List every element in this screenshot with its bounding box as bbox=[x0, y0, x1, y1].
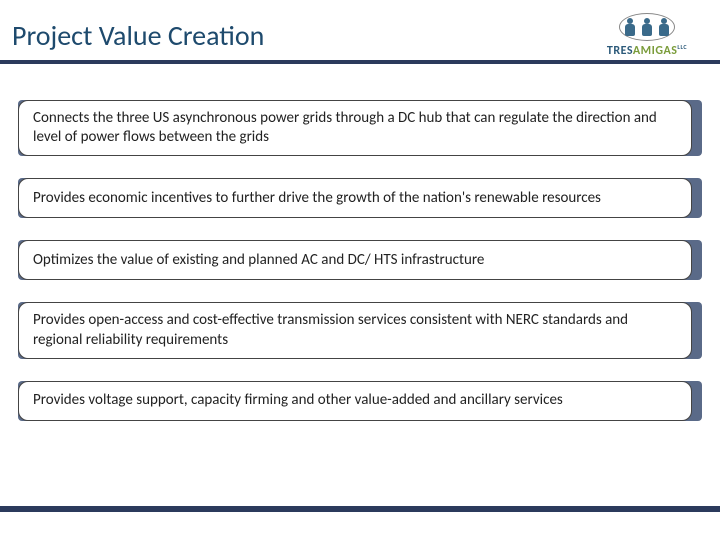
bullet-text: Optimizes the value of existing and plan… bbox=[18, 240, 692, 280]
header: Project Value Creation TRESAMIGASLLC bbox=[12, 18, 708, 66]
logo: TRESAMIGASLLC bbox=[592, 16, 702, 58]
logo-figures-icon bbox=[619, 13, 675, 41]
person-icon bbox=[624, 18, 636, 38]
logo-suffix: LLC bbox=[677, 43, 687, 51]
logo-accent: AMIGAS bbox=[633, 44, 678, 58]
logo-text: TRESAMIGASLLC bbox=[607, 43, 687, 58]
bullet-item: Optimizes the value of existing and plan… bbox=[18, 240, 702, 280]
content: Connects the three US asynchronous power… bbox=[18, 100, 702, 443]
bullet-item: Provides economic incentives to further … bbox=[18, 178, 702, 218]
bullet-item: Connects the three US asynchronous power… bbox=[18, 100, 702, 156]
footer-rule bbox=[0, 506, 720, 512]
header-rule bbox=[0, 60, 720, 64]
person-icon bbox=[658, 18, 670, 38]
slide: Project Value Creation TRESAMIGASLLC Con… bbox=[0, 0, 720, 540]
bullet-text: Connects the three US asynchronous power… bbox=[18, 100, 692, 156]
bullet-item: Provides voltage support, capacity firmi… bbox=[18, 381, 702, 421]
logo-primary: TRES bbox=[607, 44, 633, 58]
bullet-text: Provides economic incentives to further … bbox=[18, 178, 692, 218]
bullet-item: Provides open-access and cost-effective … bbox=[18, 302, 702, 358]
person-icon bbox=[641, 18, 653, 38]
bullet-text: Provides open-access and cost-effective … bbox=[18, 302, 692, 358]
bullet-text: Provides voltage support, capacity firmi… bbox=[18, 381, 692, 421]
